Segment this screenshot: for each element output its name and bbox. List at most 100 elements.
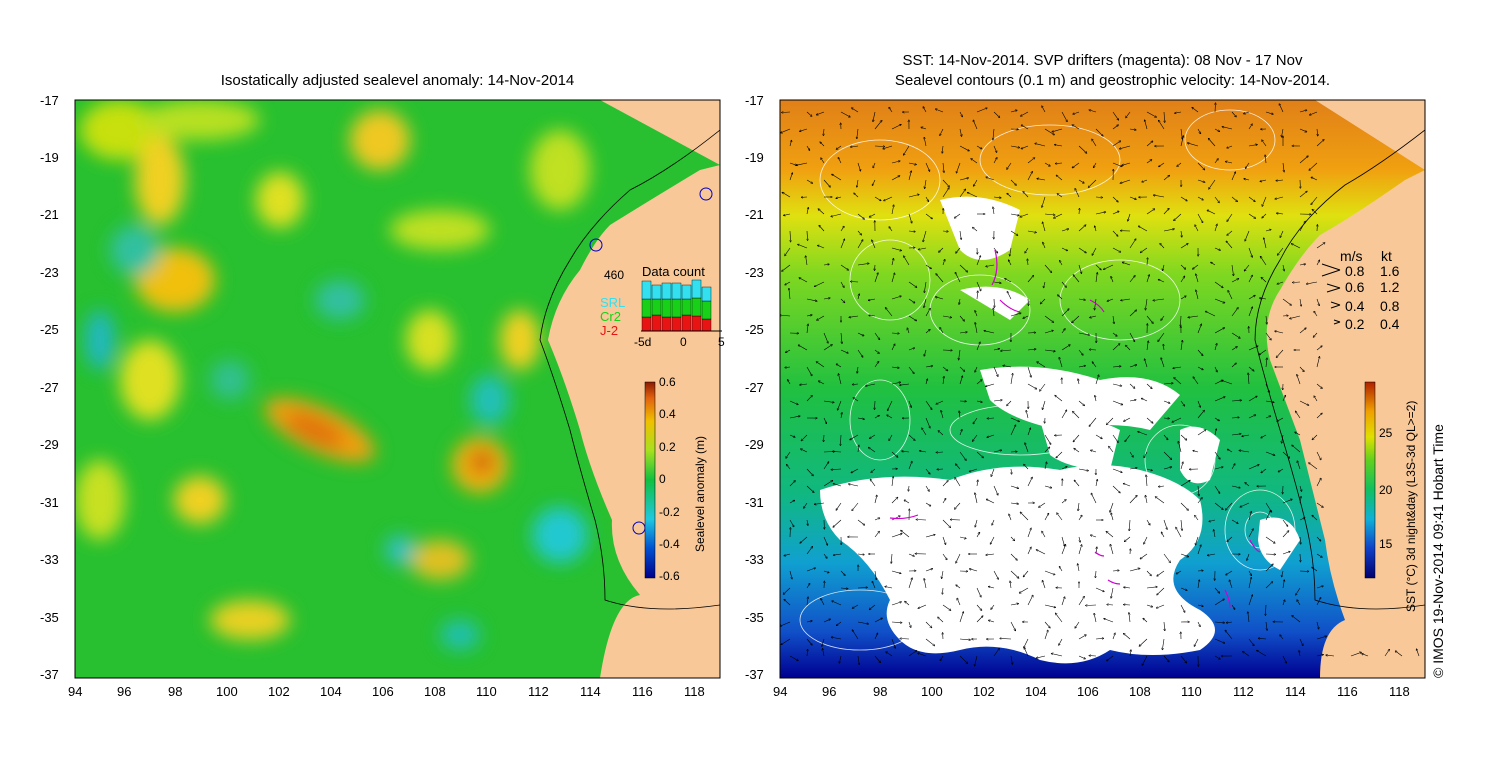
velocity-arrow <box>781 638 791 645</box>
velocity-arrow <box>1174 213 1182 221</box>
velocity-arrow <box>976 145 982 149</box>
velocity-arrow <box>840 264 848 270</box>
data-count-bar <box>671 282 682 300</box>
velocity-arrow <box>1073 111 1080 114</box>
sla-colorbar <box>644 381 656 579</box>
velocity-arrow <box>1042 196 1046 207</box>
velocity-arrow <box>1300 497 1301 504</box>
legend-j2: J-2 <box>600 323 619 338</box>
left-x-tick: 102 <box>268 684 290 699</box>
velocity-arrow <box>1078 264 1082 273</box>
data-count-bar <box>641 298 652 318</box>
velocity-arrow <box>1316 478 1321 487</box>
velocity-arrow <box>1112 434 1118 442</box>
velocity-arrow <box>1104 619 1114 623</box>
velocity-arrow <box>891 602 901 606</box>
velocity-arrow <box>836 145 842 149</box>
velocity-arrow <box>925 213 932 219</box>
velocity-arrow <box>1075 189 1080 198</box>
velocity-arrow <box>874 531 879 538</box>
velocity-arrow <box>1095 638 1104 639</box>
velocity-arrow <box>1228 449 1233 453</box>
velocity-arrow <box>1146 475 1147 487</box>
velocity-arrow <box>1280 635 1284 640</box>
velocity-arrow <box>822 638 825 646</box>
velocity-arrow <box>923 230 927 242</box>
velocity-arrow <box>1282 519 1288 526</box>
left-x-tick: 100 <box>216 684 238 699</box>
velocity-arrow <box>1310 111 1318 115</box>
velocity-arrow <box>806 485 814 492</box>
velocity-arrow <box>1019 587 1029 593</box>
velocity-arrow <box>1078 564 1080 572</box>
velocity-arrow <box>1094 613 1097 623</box>
velocity-arrow <box>836 197 842 198</box>
velocity-arrow <box>1197 324 1201 334</box>
velocity-arrow <box>891 497 898 504</box>
velocity-arrow <box>1146 587 1157 589</box>
velocity-arrow <box>1299 156 1308 164</box>
velocity-arrow <box>989 587 995 589</box>
velocity-arrow <box>1316 636 1327 640</box>
velocity-arrow <box>1010 621 1016 631</box>
velocity-arrow <box>1129 519 1130 531</box>
velocity-arrow <box>1261 468 1267 473</box>
velocity-arrow <box>925 264 931 269</box>
velocity-arrow <box>1061 229 1069 232</box>
velocity-arrow <box>1248 396 1257 402</box>
velocity-arrow <box>1142 179 1148 182</box>
velocity-arrow <box>916 520 927 521</box>
velocity-arrow <box>1282 552 1290 555</box>
velocity-arrow <box>1023 570 1029 577</box>
velocity-arrow <box>857 162 861 171</box>
velocity-arrow <box>1309 162 1318 170</box>
velocity-arrow <box>987 434 995 437</box>
velocity-arrow <box>875 264 876 270</box>
velocity-arrow <box>1040 383 1046 391</box>
velocity-arrow <box>807 650 808 657</box>
velocity-arrow <box>1000 638 1012 639</box>
velocity-arrow <box>891 534 902 538</box>
velocity-arrow <box>1312 210 1318 215</box>
velocity-arrow <box>905 601 910 606</box>
velocity-arrow <box>925 179 927 188</box>
velocity-arrow <box>851 146 859 147</box>
velocity-arrow <box>857 349 863 357</box>
velocity-arrow <box>1225 630 1233 640</box>
right-y-tick: -29 <box>745 437 764 452</box>
velocity-arrow <box>874 633 878 640</box>
right-map-frame <box>779 99 1426 679</box>
velocity-arrow <box>1311 196 1318 204</box>
velocity-arrow <box>942 536 946 544</box>
velocity-arrow <box>857 621 868 624</box>
velocity-arrow <box>908 651 917 657</box>
velocity-arrow <box>1112 485 1120 493</box>
velocity-arrow <box>1181 230 1182 237</box>
velocity-arrow <box>1044 349 1055 351</box>
velocity-arrow <box>1197 605 1203 606</box>
velocity-arrow <box>1231 279 1239 283</box>
sst-colorbar-label: SST (°C) 3d night&day (L3S-3d QL>=2) <box>1404 400 1418 612</box>
velocity-arrow <box>908 315 916 321</box>
velocity-arrow <box>1092 247 1097 255</box>
velocity-arrow <box>1163 400 1170 403</box>
velocity-arrow <box>806 621 812 622</box>
velocity-arrow <box>1161 358 1165 368</box>
velocity-arrow <box>925 196 929 201</box>
sla-colorbar-tick: -0.4 <box>659 537 680 551</box>
velocity-arrow <box>1244 111 1250 114</box>
velocity-arrow <box>1180 340 1182 351</box>
velocity-arrow <box>1311 177 1318 181</box>
velocity-arrow <box>1056 613 1063 623</box>
data-count-bar <box>641 316 652 332</box>
velocity-arrow <box>806 568 815 572</box>
velocity-arrow <box>1088 179 1097 187</box>
velocity-arrow <box>1039 502 1046 507</box>
velocity-arrow <box>1007 292 1012 300</box>
velocity-arrow <box>782 192 791 198</box>
velocity-arrow <box>873 111 876 122</box>
velocity-arrow <box>891 553 892 563</box>
velocity-arrow <box>870 434 876 438</box>
velocity-arrow <box>1010 417 1019 422</box>
velocity-arrow <box>943 377 944 385</box>
